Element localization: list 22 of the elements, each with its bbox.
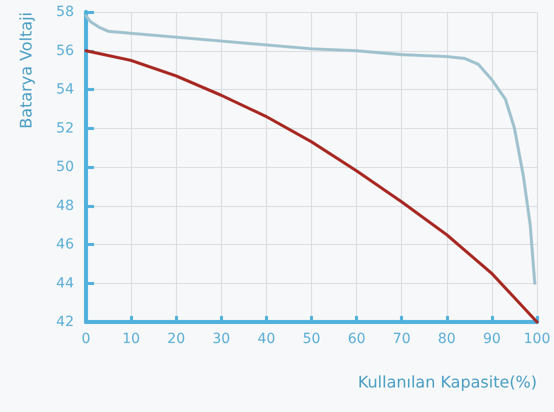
x-tick-label: 40: [257, 331, 276, 347]
y-tick-label: 42: [56, 314, 74, 330]
x-tick-label: 10: [122, 331, 140, 347]
y-tick-label: 48: [56, 198, 74, 214]
y-tick-label: 56: [56, 42, 74, 59]
x-tick-label: 100: [524, 331, 550, 347]
y-tick-label: 52: [56, 120, 74, 136]
x-tick-label: 80: [438, 331, 456, 347]
x-tick-label: 50: [302, 331, 320, 347]
x-axis-title: Kullanılan Kapasite(%): [358, 372, 537, 392]
y-tick-label: 58: [56, 4, 74, 20]
x-tick-label: 70: [392, 331, 411, 347]
y-tick-label: 54: [56, 82, 74, 98]
y-tick-label: 46: [56, 236, 74, 252]
x-tick-label: 60: [348, 331, 366, 347]
x-tick-label: 30: [212, 331, 230, 347]
x-tick-label: 0: [82, 331, 90, 347]
x-tick-label: 90: [482, 331, 501, 347]
y-tick-label: 44: [56, 275, 74, 292]
y-tick-label: 50: [56, 159, 74, 175]
y-axis-title: Batarya Voltaji: [16, 12, 36, 129]
x-tick-label: 20: [167, 331, 186, 347]
